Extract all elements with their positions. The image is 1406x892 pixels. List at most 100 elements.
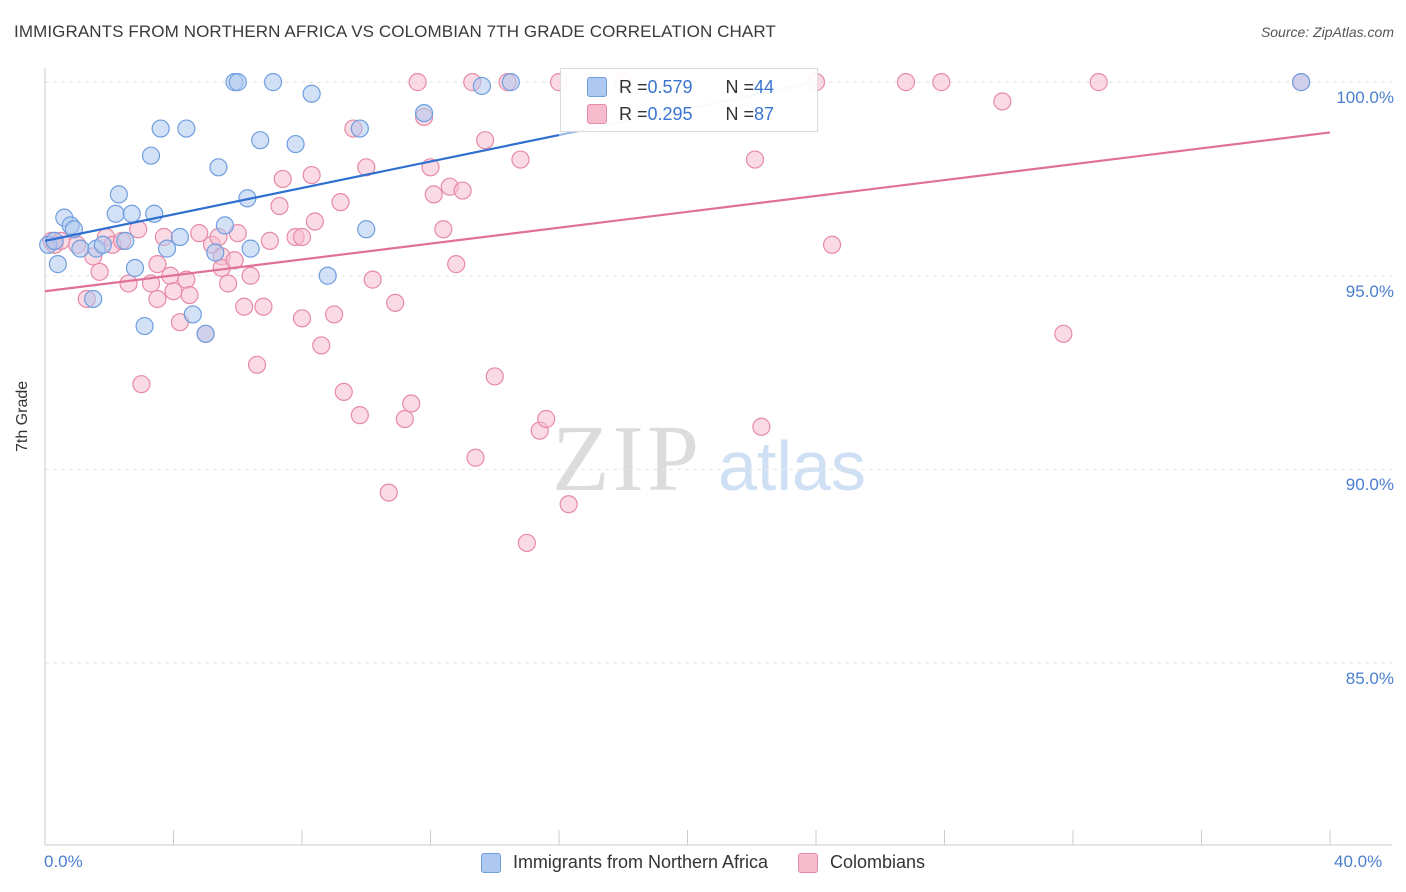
legend-swatch-blue [587, 77, 607, 97]
colombians-point [219, 274, 238, 293]
colombians-point [386, 293, 405, 312]
legend-n-label: N = [725, 76, 755, 97]
northern-africa-point [183, 305, 202, 324]
northern-africa-point [157, 239, 177, 258]
colombians-point [235, 297, 254, 316]
y-tick-label: 95.0% [1345, 281, 1394, 301]
northern-africa-point [215, 216, 234, 235]
northern-africa-point [151, 119, 170, 138]
colombians-point [453, 181, 472, 200]
northern-africa-point [71, 239, 90, 258]
colombians-point [247, 355, 267, 374]
colombians-point [395, 409, 414, 429]
northern-africa-point [106, 204, 125, 223]
x-tick-label-min: 0.0% [44, 852, 83, 871]
colombians-point [148, 289, 167, 309]
northern-africa-point [414, 103, 434, 123]
northern-africa-point [170, 227, 190, 247]
legend-n-value: 44 [754, 76, 775, 97]
series-legend-northern-africa[interactable]: Immigrants from Northern Africa [480, 852, 769, 873]
northern-africa-point [93, 235, 112, 254]
legend-row-colombians: R = 0.295 N = 87 [587, 102, 774, 126]
colombians-point [993, 92, 1012, 111]
axes [44, 68, 1392, 846]
colombians-point [119, 274, 138, 293]
colombians-point [537, 409, 556, 429]
northern-africa-point [228, 73, 247, 92]
legend-r-label: R = [619, 76, 648, 97]
colombians-point [517, 533, 536, 553]
northern-africa-point [116, 231, 135, 250]
colombians-point [485, 367, 504, 386]
northern-africa-points [39, 73, 1311, 343]
colombians-point [325, 305, 344, 324]
northern-africa-point [472, 76, 491, 96]
legend-r-label: R = [619, 103, 648, 124]
series-label-northern-africa: Immigrants from Northern Africa [512, 852, 769, 872]
northern-africa-point [125, 258, 145, 278]
colombians-point [745, 150, 765, 169]
colombians-point [402, 394, 421, 413]
colombians-point [408, 73, 427, 92]
northern-africa-point [196, 324, 215, 343]
colombians-point [350, 406, 369, 425]
colombians-point [822, 235, 842, 254]
northern-africa-point [109, 185, 128, 204]
colombians-point [932, 73, 951, 92]
colombians-point [1089, 73, 1108, 92]
colombians-trend-line [44, 131, 1331, 293]
colombians-point [132, 375, 151, 394]
colombians-point [270, 196, 289, 216]
legend-r-value: 0.295 [647, 103, 693, 124]
northern-africa-point [1291, 73, 1311, 92]
x-tick-label-max: 40.0% [1334, 852, 1383, 871]
colombians-point [241, 266, 260, 285]
y-tick-label: 100.0% [1336, 88, 1394, 108]
colombians-point [1054, 324, 1073, 343]
northern-africa-point [318, 266, 337, 285]
colombians-point [752, 417, 771, 436]
series-legend-colombians[interactable]: Colombians [798, 852, 925, 873]
colombians-point [334, 382, 353, 402]
watermark-zip: ZIP [552, 407, 702, 511]
northern-africa-point [241, 239, 260, 258]
colombians-point [254, 297, 273, 316]
colombians-point [190, 224, 209, 243]
colombians-point [559, 495, 578, 514]
series-legend: Immigrants from Northern Africa Colombia… [0, 852, 1406, 873]
colombians-point [379, 483, 398, 502]
colombians-point [424, 185, 443, 204]
northern-africa-point [177, 119, 196, 138]
colombians-point [292, 227, 312, 247]
colombians-point [148, 255, 167, 274]
legend-r-value: 0.579 [647, 76, 693, 97]
colombians-point [180, 285, 199, 305]
watermark-atlas: atlas [718, 427, 866, 505]
colombians-point [312, 336, 331, 355]
northern-africa-point [206, 243, 225, 262]
colombians-point [511, 150, 530, 169]
colombians-point [476, 131, 495, 150]
stats-legend: R = 0.579 N = 44 R = 0.295 N = 87 [560, 68, 818, 132]
northern-africa-point [357, 220, 376, 239]
legend-n-label: N = [725, 103, 755, 124]
colombians-point [331, 193, 350, 212]
colombians-point [896, 73, 916, 92]
colombians-point [466, 448, 485, 467]
y-tick-label: 90.0% [1345, 475, 1394, 495]
northern-africa-point [263, 73, 283, 92]
y-tick-label: 85.0% [1345, 668, 1394, 688]
northern-africa-point [122, 204, 141, 223]
colombians-point [292, 309, 312, 328]
northern-africa-point [209, 158, 228, 177]
colombians-point [447, 255, 466, 274]
northern-africa-trend-line [44, 133, 560, 242]
northern-africa-point [251, 131, 270, 150]
northern-africa-point [286, 134, 305, 154]
northern-africa-point [302, 84, 321, 103]
legend-swatch-pink [587, 104, 607, 124]
colombians-point [363, 270, 382, 289]
northern-africa-point [501, 73, 520, 92]
legend-n-value: 87 [754, 103, 775, 124]
